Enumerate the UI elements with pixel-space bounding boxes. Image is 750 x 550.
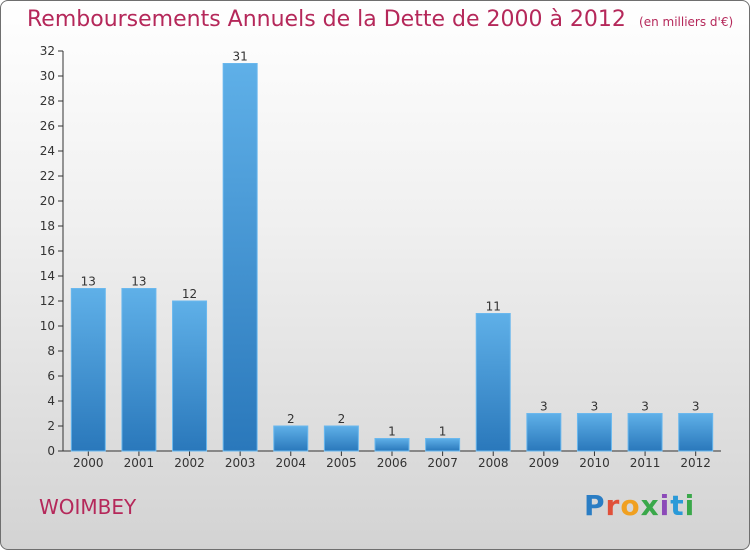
y-tick-label: 26 (40, 119, 55, 133)
logo-letter: i (684, 489, 696, 522)
x-tick-label: 2000 (73, 456, 104, 470)
bar-2011 (627, 413, 663, 452)
x-tick-label: 2009 (529, 456, 560, 470)
bar-2012 (678, 413, 714, 452)
x-tick-label: 2012 (680, 456, 711, 470)
logo-letter: r (605, 489, 621, 522)
y-tick-label: 6 (47, 369, 55, 383)
data-label-2000: 13 (81, 275, 96, 289)
y-tick-label: 8 (47, 344, 55, 358)
bar-2006 (374, 438, 410, 452)
bar-2001 (121, 288, 157, 452)
y-tick-label: 2 (47, 419, 55, 433)
bar-2003 (222, 63, 258, 452)
x-tick-label: 2010 (579, 456, 610, 470)
y-tick-label: 14 (40, 269, 55, 283)
bar-2005 (323, 425, 359, 452)
y-tick-label: 22 (40, 169, 55, 183)
x-tick-label: 2001 (124, 456, 155, 470)
bar-2004 (273, 425, 309, 452)
y-tick-label: 10 (40, 319, 55, 333)
bar-2010 (576, 413, 612, 452)
data-label-2009: 3 (540, 400, 548, 414)
logo-letter: i (659, 489, 671, 522)
data-label-2005: 2 (338, 412, 346, 426)
y-tick-label: 0 (47, 444, 55, 458)
y-tick-label: 12 (40, 294, 55, 308)
y-tick-label: 30 (40, 69, 55, 83)
y-tick-label: 16 (40, 244, 55, 258)
bar-2007 (425, 438, 461, 452)
logo-letter: x (640, 489, 660, 522)
data-label-2010: 3 (591, 400, 599, 414)
y-tick-label: 18 (40, 219, 55, 233)
chart-title: Remboursements Annuels de la Dette de 20… (27, 7, 626, 32)
y-tick-label: 4 (47, 394, 55, 408)
data-label-2002: 12 (182, 287, 197, 301)
bar-2009 (526, 413, 562, 452)
x-tick-label: 2008 (478, 456, 509, 470)
data-label-2007: 1 (439, 425, 447, 439)
x-axis: 2000 2001 2002 2003 2004 2005 2006 2007 2008 2009… (63, 450, 721, 470)
data-label-2003: 31 (233, 50, 248, 64)
logo-letter: o (620, 489, 641, 522)
bar-2002 (172, 300, 208, 452)
data-label-2006: 1 (388, 425, 396, 439)
bar-2000 (70, 288, 106, 452)
y-tick-label: 20 (40, 194, 55, 208)
chart-subtitle: (en milliers d'€) (639, 15, 734, 29)
bar-2008 (475, 313, 511, 452)
place-name: WOIMBEY (39, 495, 137, 519)
x-tick-label: 2011 (630, 456, 661, 470)
bar-series (70, 63, 714, 452)
data-label-2011: 3 (641, 400, 649, 414)
data-label-2004: 2 (287, 412, 295, 426)
data-label-2008: 11 (486, 300, 501, 314)
logo-letter: t (670, 489, 685, 522)
x-tick-label: 2005 (326, 456, 357, 470)
x-tick-label: 2006 (377, 456, 408, 470)
logo-letter: P (584, 489, 606, 522)
proxiti-logo: Proxiti (584, 489, 695, 522)
x-tick-label: 2002 (174, 456, 205, 470)
y-tick-label: 24 (40, 144, 55, 158)
chart-header: Remboursements Annuels de la Dette de 20… (27, 7, 733, 32)
x-tick-label: 2003 (225, 456, 256, 470)
x-tick-label: 2007 (427, 456, 458, 470)
x-tick-label: 2004 (275, 456, 306, 470)
y-tick-label: 32 (40, 44, 55, 58)
data-label-2012: 3 (692, 400, 700, 414)
y-tick-label: 28 (40, 94, 55, 108)
data-label-2001: 13 (131, 275, 146, 289)
